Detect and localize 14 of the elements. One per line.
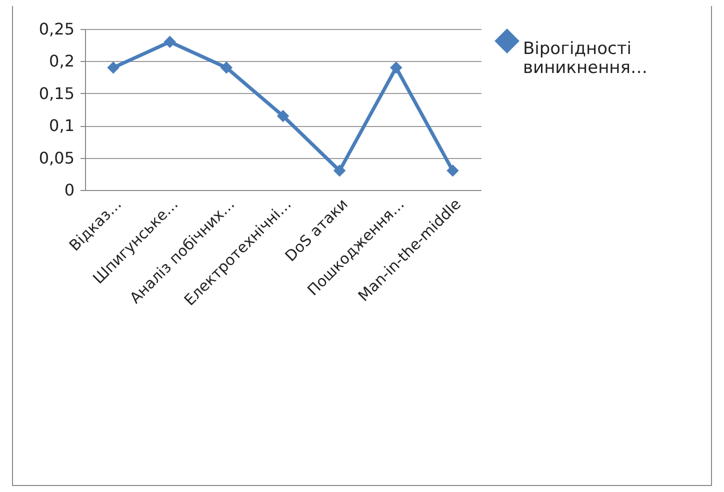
point bbox=[107, 62, 120, 74]
point bbox=[276, 110, 290, 122]
y-tick-label: 0,25 bbox=[38, 20, 74, 38]
y-tick-label: 0,05 bbox=[38, 148, 74, 168]
legend-label: Вірогідності виникнення… bbox=[523, 39, 648, 78]
point bbox=[333, 164, 346, 177]
point bbox=[446, 164, 459, 177]
y-tick-label: 0,2 bbox=[49, 52, 74, 71]
point bbox=[164, 36, 176, 48]
y-tick-label: 0,1 bbox=[49, 116, 74, 136]
y-tick-label: 0,15 bbox=[38, 84, 74, 103]
y-tick-label: 0 bbox=[64, 180, 74, 200]
point bbox=[220, 62, 233, 74]
point bbox=[390, 62, 402, 74]
